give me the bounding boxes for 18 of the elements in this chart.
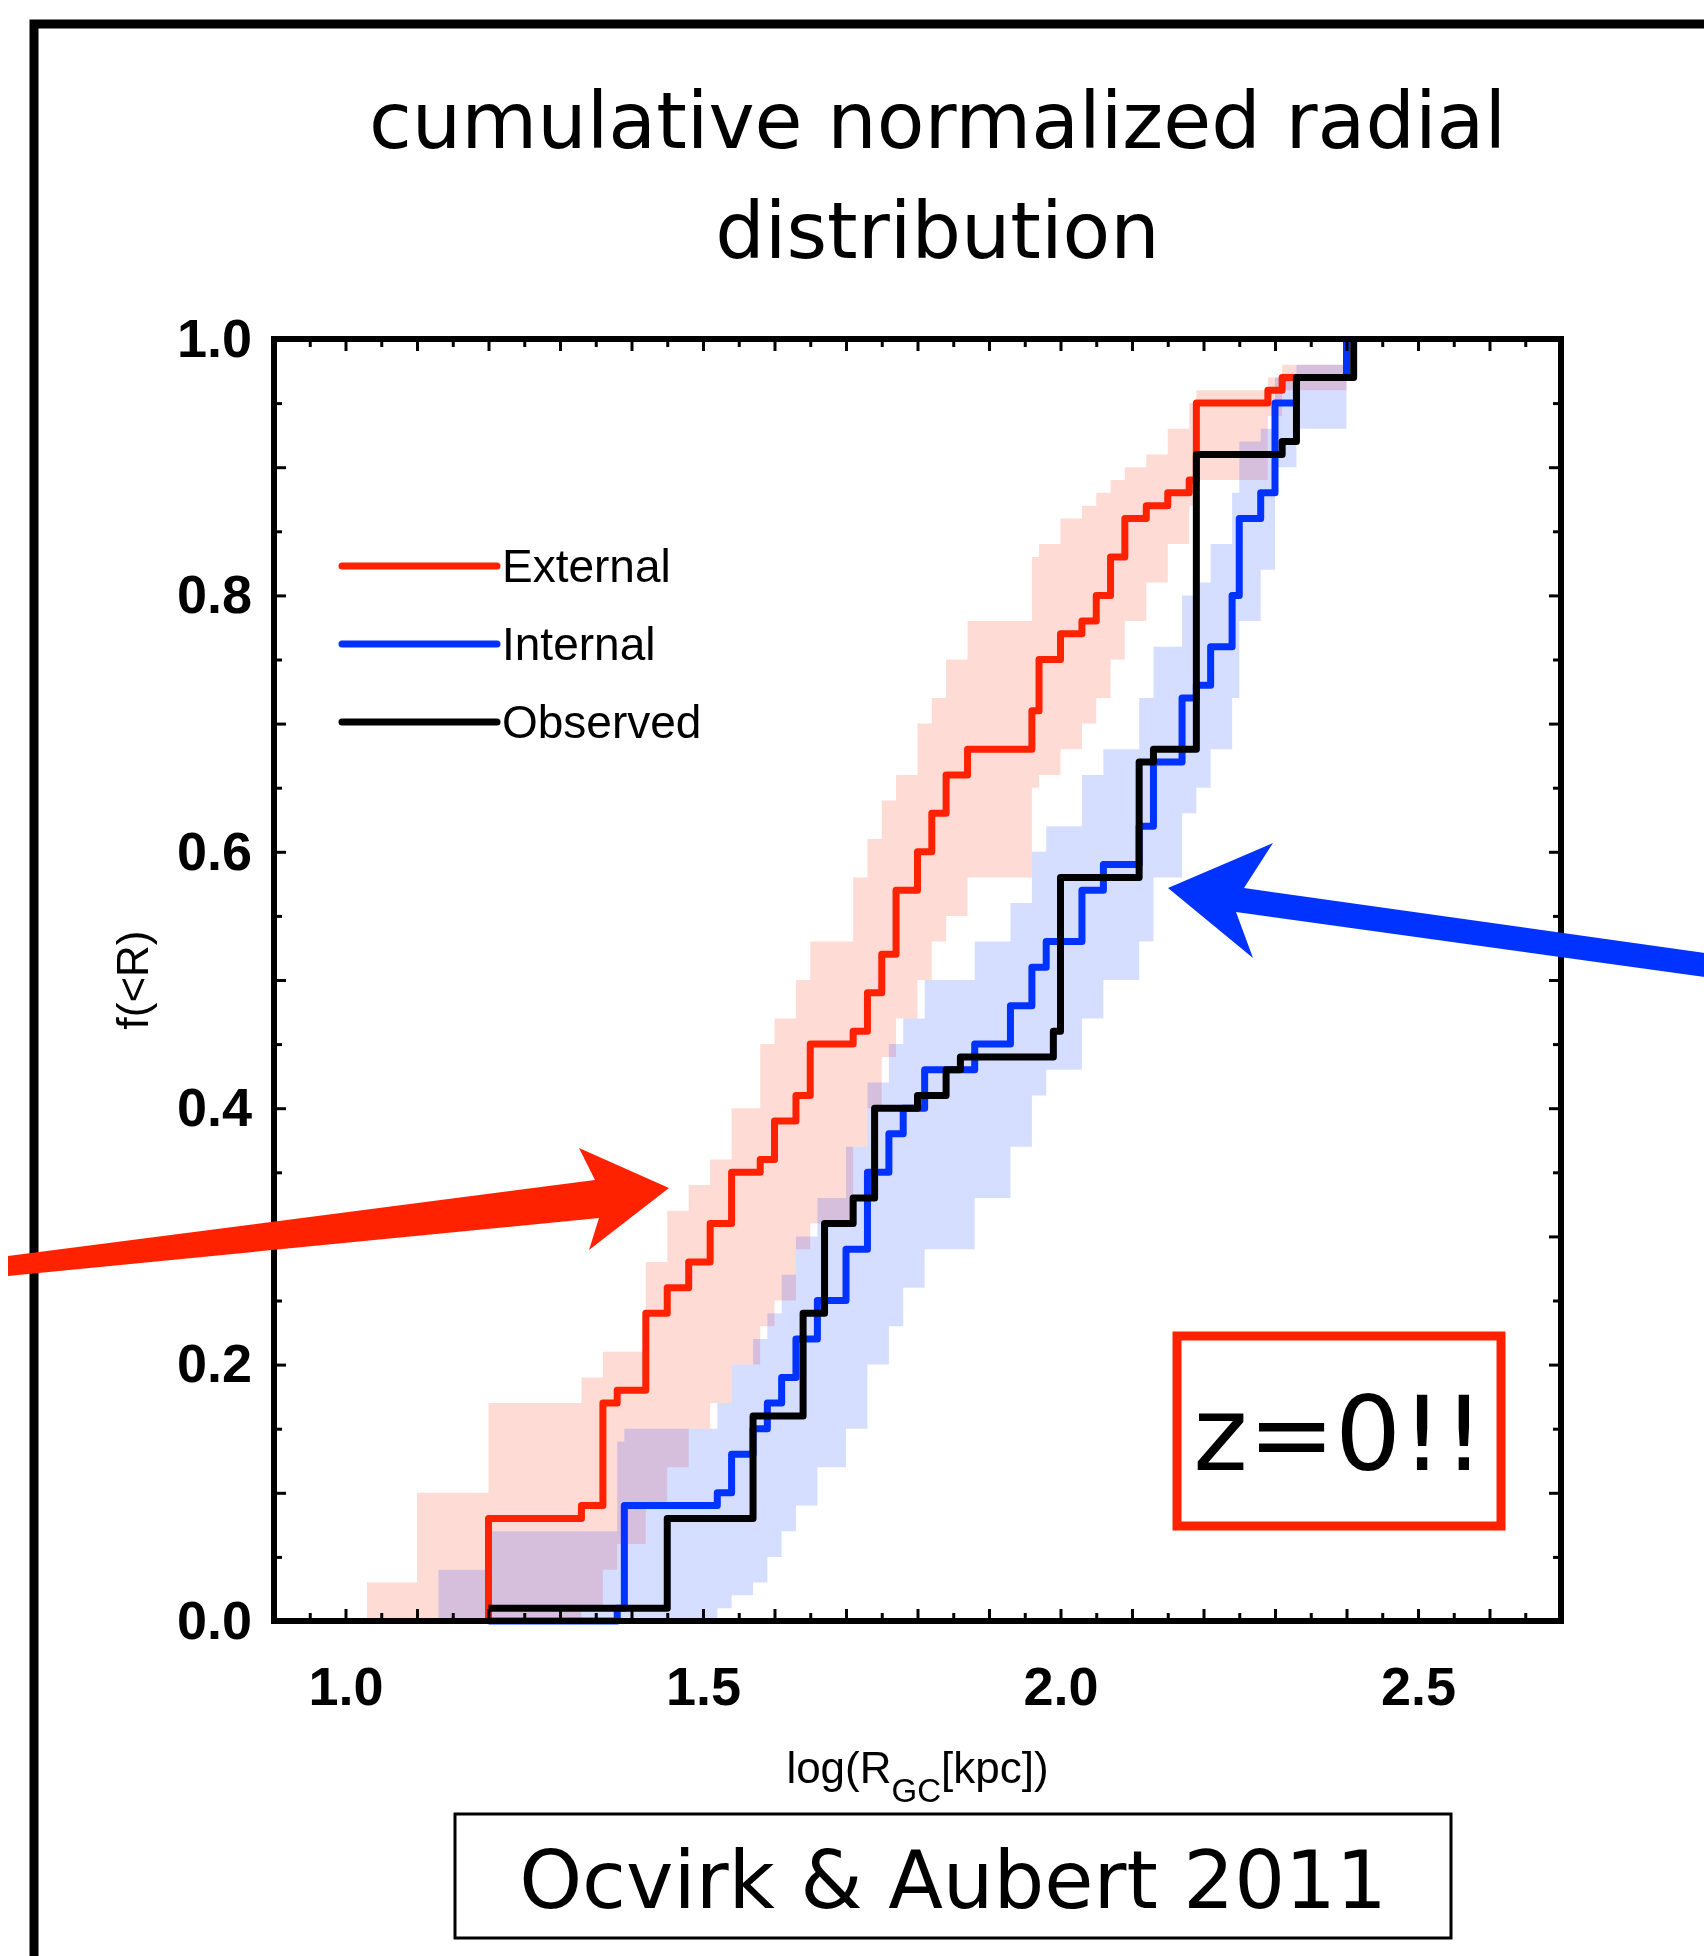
y-tick-label: 0.8 bbox=[176, 564, 252, 625]
legend-label: Observed bbox=[502, 696, 702, 748]
y-tick-label: 0.0 bbox=[176, 1589, 252, 1650]
chart-title: cumulative normalized radial distribution bbox=[368, 76, 1507, 276]
y-tick-label: 1.0 bbox=[176, 307, 252, 368]
legend-label: Internal bbox=[502, 618, 656, 670]
x-tick-label: 1.0 bbox=[308, 1656, 384, 1717]
legend-label: External bbox=[502, 540, 671, 592]
x-tick-label: 2.5 bbox=[1380, 1656, 1457, 1717]
x-axis-title: log(R$_{GC}$[kpc]) bbox=[786, 1743, 1049, 1809]
x-tick-label: 2.0 bbox=[1023, 1656, 1099, 1717]
x-tick-label: 1.5 bbox=[665, 1656, 742, 1717]
y-tick-label: 0.4 bbox=[176, 1076, 252, 1137]
y-axis-title: f(<R) bbox=[108, 930, 157, 1030]
y-tick-label: 0.6 bbox=[176, 820, 252, 881]
annotation: z=0!! bbox=[1193, 1373, 1485, 1495]
y-tick-label: 0.2 bbox=[176, 1333, 252, 1394]
text: Ocvirk & Aubert 2011 bbox=[519, 1834, 1387, 1927]
